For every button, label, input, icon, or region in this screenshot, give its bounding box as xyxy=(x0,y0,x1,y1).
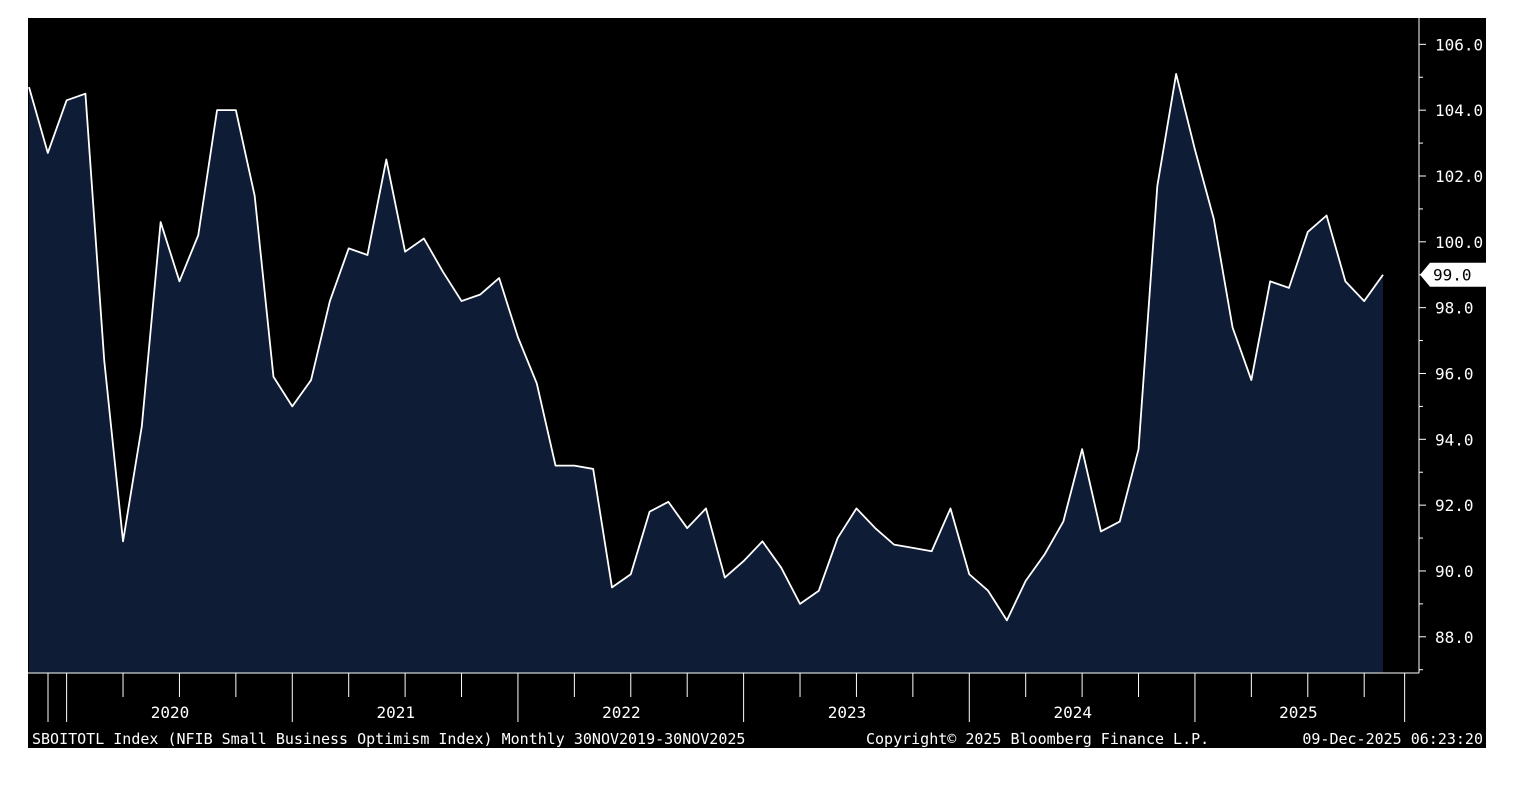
x-year-label: 2021 xyxy=(376,703,415,722)
y-tick-label: 92.0 xyxy=(1435,496,1474,515)
y-tick-label: 98.0 xyxy=(1435,299,1474,318)
plot-area xyxy=(28,73,1384,673)
x-year-label: 2025 xyxy=(1279,703,1318,722)
y-tick-label: 88.0 xyxy=(1435,628,1474,647)
area-fill xyxy=(29,73,1383,673)
last-value-label: 99.0 xyxy=(1433,266,1472,285)
y-axis: 106.0 104.0 102.0 100.0 98.0 96.0 94.0 92.0 90.0… xyxy=(1418,18,1486,673)
y-tick-label: 106.0 xyxy=(1435,35,1483,54)
x-year-label: 2020 xyxy=(151,703,190,722)
y-tick-label: 96.0 xyxy=(1435,364,1474,383)
series-line xyxy=(28,73,1384,622)
x-axis: 2020 2021 2022 2023 2024 2025 xyxy=(28,672,1419,722)
footer: SBOITOTL Index (NFIB Small Business Opti… xyxy=(32,730,1483,748)
y-tick-label: 102.0 xyxy=(1435,167,1483,186)
footer-series-description: SBOITOTL Index (NFIB Small Business Opti… xyxy=(32,730,745,748)
footer-copyright: Copyright© 2025 Bloomberg Finance L.P. xyxy=(866,730,1209,748)
last-value-marker xyxy=(1420,262,1486,287)
footer-timestamp: 09-Dec-2025 06:23:20 xyxy=(1302,730,1483,748)
y-tick-label: 104.0 xyxy=(1435,101,1483,120)
y-tick-label: 100.0 xyxy=(1435,233,1483,252)
x-year-label: 2024 xyxy=(1053,703,1092,722)
y-tick-label: 94.0 xyxy=(1435,430,1474,449)
x-year-label: 2022 xyxy=(602,703,641,722)
y-tick-label: 90.0 xyxy=(1435,562,1474,581)
x-year-label: 2023 xyxy=(828,703,867,722)
